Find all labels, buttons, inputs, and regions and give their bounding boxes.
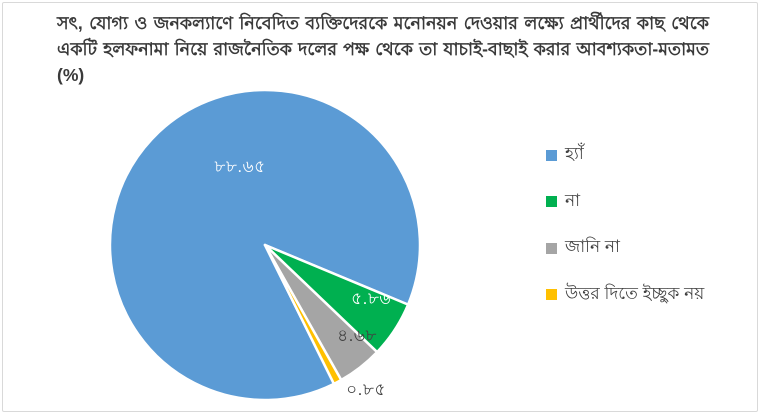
legend-label-no: না: [565, 190, 581, 210]
slice-value-label-dont-know: ৪.৬৮: [337, 326, 377, 345]
legend-swatch-unwilling-icon: [546, 289, 557, 300]
legend-item-no: না: [546, 191, 704, 213]
slice-value-label-yes: ৮৮.৬৫: [214, 157, 266, 176]
legend: হ্যাঁ না জানি না উত্তর দিতে ইচ্ছুক নয়: [546, 144, 704, 330]
pie-chart: [108, 88, 422, 402]
legend-item-dont-know: জানি না: [546, 237, 704, 259]
legend-item-unwilling: উত্তর দিতে ইচ্ছুক নয়: [546, 284, 704, 306]
slice-value-label-unwilling: ০.৮৫: [346, 380, 386, 399]
chart-title: সৎ, যোগ্য ও জনকল্যাণে নিবেদিত ব্যক্তিদের…: [57, 13, 709, 85]
legend-swatch-dont-know-icon: [546, 242, 557, 254]
legend-swatch-no-icon: [546, 196, 557, 207]
legend-label-dont-know: জানি না: [565, 237, 620, 256]
legend-label-yes: হ্যাঁ: [565, 144, 584, 163]
legend-item-yes: হ্যাঁ: [546, 144, 704, 166]
slice-value-label-no: ৫.৮৬: [351, 289, 391, 308]
legend-swatch-yes-icon: [546, 149, 557, 161]
legend-label-unwilling: উত্তর দিতে ইচ্ছুক নয়: [565, 283, 705, 303]
pie-slice-unwilling: [263, 243, 343, 386]
